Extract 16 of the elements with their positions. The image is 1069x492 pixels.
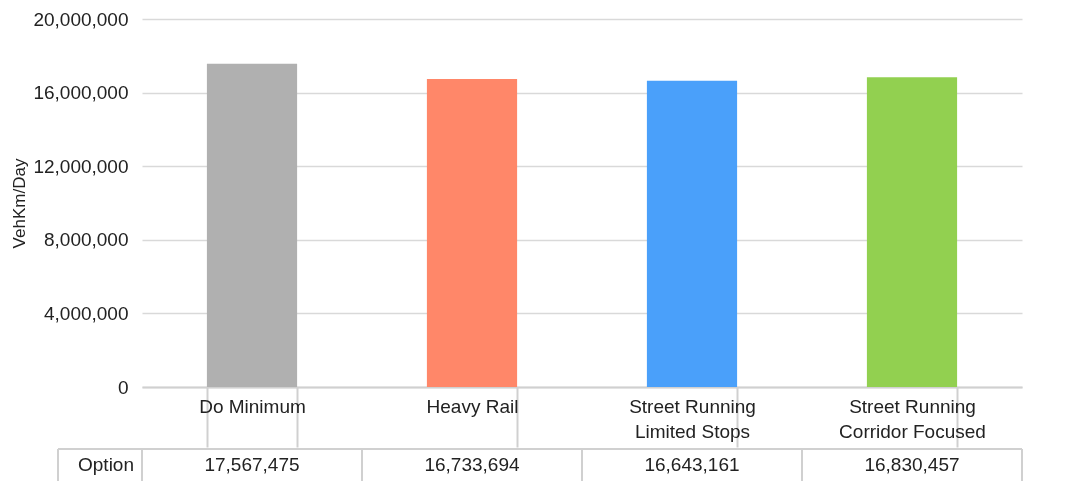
y-tick-label: 8,000,000 [43, 229, 129, 251]
y-tick-label: 0 [117, 376, 129, 398]
x-tick-label: Do Minimum [199, 395, 306, 417]
x-axis-title: Option [78, 454, 134, 475]
x-tick-label: Street Running Corridor Focused [839, 395, 986, 442]
x-tick-label: Heavy Rail [426, 395, 519, 417]
y-axis-title: VehKm/Day [10, 158, 30, 249]
data-label: 16,643,161 [644, 454, 740, 475]
data-label: 16,830,457 [864, 454, 960, 475]
y-tick-label: 20,000,000 [33, 8, 129, 30]
x-tick-label: Street Running Limited Stops [629, 395, 756, 442]
y-tick-label: 4,000,000 [43, 302, 129, 324]
y-tick-label: 12,000,000 [33, 155, 129, 177]
data-label: 16,733,694 [424, 454, 520, 475]
data-label: 17,567,475 [204, 454, 300, 475]
y-tick-label: 16,000,000 [33, 82, 129, 104]
